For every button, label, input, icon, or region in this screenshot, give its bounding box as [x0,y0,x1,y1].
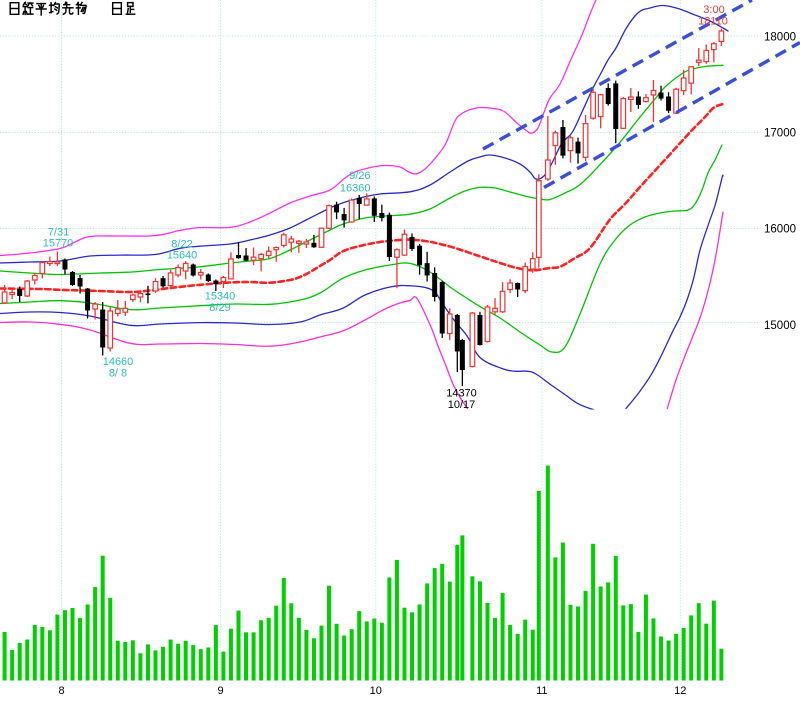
svg-text:9/26: 9/26 [349,170,370,182]
svg-text:11: 11 [536,685,547,697]
svg-text:14370: 14370 [446,388,477,400]
svg-text:10: 10 [370,685,382,697]
svg-text:15770: 15770 [43,238,74,250]
svg-text:3:00: 3:00 [703,4,724,16]
svg-text:16000: 16000 [764,224,796,236]
svg-text:8: 8 [58,685,64,697]
svg-text:14660: 14660 [103,356,134,368]
svg-text:15000: 15000 [764,320,796,332]
svg-text:18000: 18000 [764,32,796,44]
svg-text:9: 9 [217,685,223,697]
svg-text:8/29: 8/29 [209,302,230,314]
svg-text:8/22: 8/22 [171,239,192,251]
svg-text:8/ 8: 8/ 8 [109,368,127,380]
svg-text:17000: 17000 [764,128,796,140]
svg-text:16360: 16360 [340,183,371,195]
svg-text:10/17: 10/17 [448,399,476,411]
svg-text:7/31: 7/31 [48,227,69,239]
svg-text:15340: 15340 [205,291,236,303]
svg-text:12: 12 [674,685,686,697]
svg-text:18110: 18110 [698,16,728,28]
svg-text:15640: 15640 [167,250,198,262]
